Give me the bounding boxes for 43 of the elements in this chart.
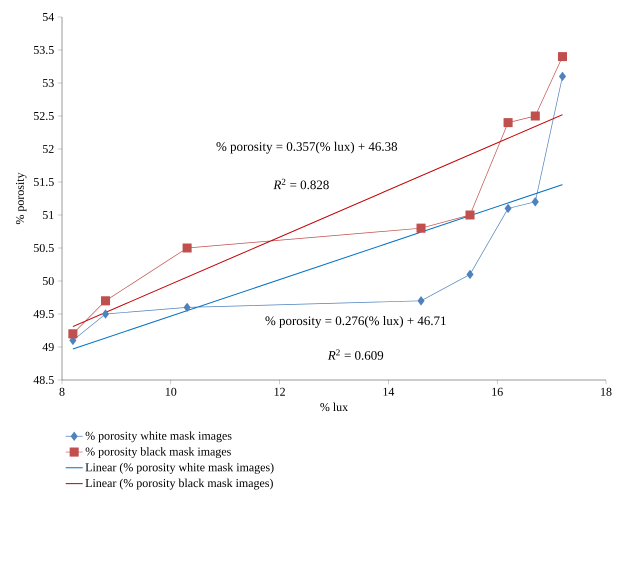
point bbox=[418, 296, 425, 306]
point bbox=[182, 243, 192, 253]
x-tick-label: 16 bbox=[492, 388, 503, 396]
y-tick-label: 53 bbox=[42, 78, 54, 88]
x-tick-label: 10 bbox=[166, 388, 176, 396]
point bbox=[184, 302, 191, 312]
point bbox=[100, 296, 110, 306]
annotation: % porosity = 0.276(% lux) + 46.71 bbox=[265, 316, 446, 328]
point bbox=[416, 224, 426, 233]
annotation: R$^{2}$ = 0.828 bbox=[273, 178, 329, 190]
point bbox=[558, 52, 568, 62]
y-tick-label: 49.5 bbox=[34, 310, 54, 318]
point bbox=[532, 197, 539, 206]
y-tick-label: 53.5 bbox=[34, 46, 54, 54]
point bbox=[68, 329, 78, 338]
y-tick-label: 50 bbox=[42, 276, 54, 286]
y-axis-title: % porosity bbox=[16, 172, 26, 224]
annotation: R$^{2}$ = 0.609 bbox=[328, 349, 384, 360]
x-tick-label: 14 bbox=[383, 388, 394, 396]
point bbox=[530, 111, 540, 121]
y-tick-label: 49 bbox=[42, 342, 54, 352]
x-tick-label: 18 bbox=[601, 388, 612, 396]
legend-label: Linear (% porosity black mask images) bbox=[86, 478, 273, 490]
x-axis-title: % lux bbox=[320, 402, 348, 412]
y-tick-label: 51.5 bbox=[34, 178, 54, 186]
point bbox=[504, 118, 513, 128]
y-tick-label: 51 bbox=[42, 211, 54, 219]
y-tick-label: 48.5 bbox=[34, 376, 54, 384]
legend-label: Linear (% porosity white mask images) bbox=[86, 462, 274, 474]
x-tick-label: 8 bbox=[59, 388, 65, 396]
point bbox=[102, 309, 110, 319]
point bbox=[559, 72, 566, 81]
y-tick-label: 52 bbox=[42, 144, 54, 154]
y-tick-label: 54 bbox=[42, 13, 54, 21]
point bbox=[466, 270, 474, 279]
y-tick-label: 50.5 bbox=[34, 244, 54, 252]
legend-label: % porosity black mask images bbox=[86, 447, 231, 458]
point bbox=[465, 210, 475, 220]
x-tick-label: 12 bbox=[274, 388, 285, 396]
y-tick-label: 52.5 bbox=[34, 112, 54, 120]
legend-label: % porosity white mask images bbox=[86, 431, 232, 442]
point bbox=[504, 204, 512, 213]
annotation: % porosity = 0.357(% lux) + 46.38 bbox=[216, 142, 398, 154]
